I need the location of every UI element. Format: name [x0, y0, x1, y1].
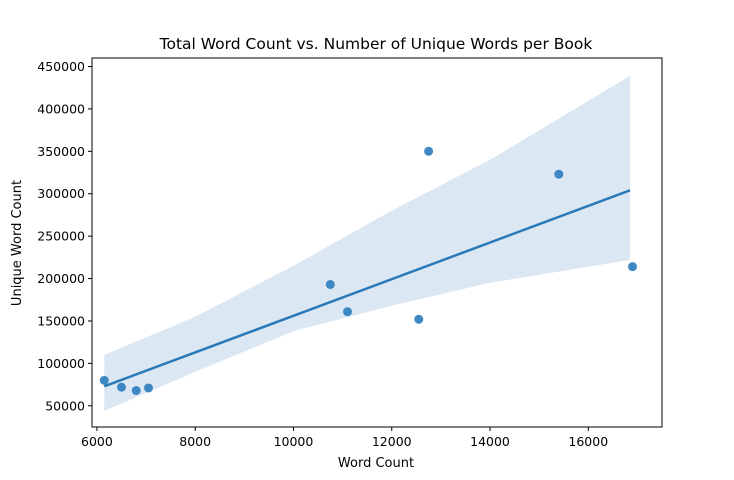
- scatter-point: [424, 146, 434, 156]
- x-axis-ticks: 6000 8000 10000 12000 14000 16000: [81, 427, 608, 449]
- y-tick-label: 450000: [37, 59, 85, 74]
- x-tick-label: 10000: [274, 434, 314, 449]
- scatter-point: [628, 262, 638, 272]
- scatter-point: [99, 375, 109, 385]
- y-tick-label: 100000: [37, 356, 85, 371]
- scatter-point: [414, 314, 424, 324]
- x-axis-label: Word Count: [338, 456, 414, 471]
- x-tick-label: 8000: [179, 434, 211, 449]
- y-tick-label: 150000: [37, 313, 85, 328]
- confidence-band-layer: [104, 75, 631, 411]
- x-tick-label: 6000: [81, 434, 113, 449]
- scatter-point: [554, 169, 564, 179]
- y-tick-label: 200000: [37, 271, 85, 286]
- scatter-point: [131, 386, 141, 396]
- x-tick-label: 16000: [568, 434, 608, 449]
- y-tick-label: 50000: [45, 398, 85, 413]
- chart-title: Total Word Count vs. Number of Unique Wo…: [159, 35, 593, 53]
- regression-line-layer: [103, 189, 631, 388]
- scatter-point: [343, 307, 353, 317]
- y-axis-ticks: 50000 100000 150000 200000 250000 300000 35000…: [37, 59, 92, 413]
- y-tick-label: 300000: [37, 186, 85, 201]
- y-axis-label: Unique Word Count: [10, 180, 25, 306]
- confidence-band: [104, 75, 631, 411]
- scatter-point: [144, 383, 154, 393]
- scatter-point: [116, 382, 126, 392]
- plot-frame: [91, 57, 663, 428]
- regression-line: [103, 189, 631, 388]
- y-tick-label: 250000: [37, 229, 85, 244]
- x-tick-label: 12000: [372, 434, 412, 449]
- plot-area: [99, 75, 638, 411]
- x-tick-label: 14000: [470, 434, 510, 449]
- y-tick-label: 350000: [37, 144, 85, 159]
- scatter-point: [325, 279, 335, 289]
- scatter-points: [99, 146, 638, 396]
- y-tick-label: 400000: [37, 101, 85, 116]
